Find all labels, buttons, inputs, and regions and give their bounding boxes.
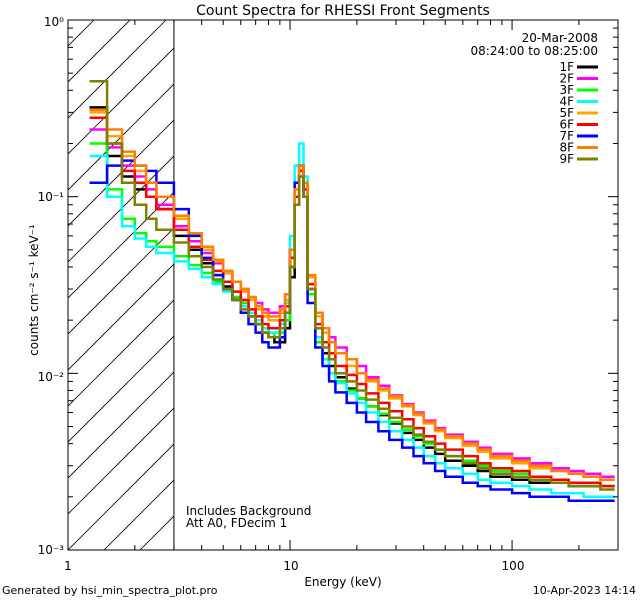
hatch-line: [68, 20, 95, 47]
legend-label-8F: 8F: [559, 141, 574, 155]
y-tick-label-1e-2: 10⁻²: [38, 370, 65, 384]
y-axis-label: counts cm⁻² s⁻¹ keV⁻¹: [27, 224, 41, 356]
hatch-lines: [0, 20, 640, 550]
series-group: [89, 80, 615, 503]
hatch-line: [0, 20, 22, 550]
hatch-line: [68, 83, 174, 191]
hatch-line: [68, 263, 174, 371]
hatch-line: [68, 20, 167, 119]
legend-label-5F: 5F: [559, 106, 574, 120]
hatch-line: [68, 335, 174, 443]
x-tick-label-1: 1: [64, 559, 72, 573]
x-tick-label-100: 100: [502, 559, 525, 573]
series-line-3F: [89, 142, 615, 488]
x-tick-label-10: 10: [283, 559, 298, 573]
axes: [67, 19, 619, 551]
hatch-line: [68, 443, 174, 550]
legend-label-4F: 4F: [559, 95, 574, 109]
timestamp-label: 10-Apr-2023 14:14: [532, 584, 636, 597]
hatch-line: [68, 371, 174, 479]
hatch-line: [68, 47, 174, 155]
legend-label-2F: 2F: [559, 72, 574, 86]
series-line-9F: [89, 80, 615, 491]
x-axis-label: Energy (keV): [304, 575, 381, 589]
hatch-line: [68, 191, 174, 299]
generated-by-label: Generated by hsi_min_spectra_plot.pro: [2, 584, 218, 597]
y-tick-label-1e0: 10⁰: [44, 15, 64, 29]
series-line-1F: [89, 106, 615, 488]
legend-label-3F: 3F: [559, 83, 574, 97]
series-line-4F: [89, 142, 615, 499]
hatch-line: [68, 407, 174, 515]
x-tick-labels: 1 10 100: [64, 559, 524, 573]
y-tick-labels: 10⁻³ 10⁻² 10⁻¹ 10⁰: [38, 15, 65, 557]
date-label: 20-Mar-2008: [522, 31, 598, 45]
plot-frame: [67, 19, 619, 551]
legend-label-1F: 1F: [559, 60, 574, 74]
hatch-line: [428, 20, 640, 550]
legend-label-7F: 7F: [559, 129, 574, 143]
legend-label-9F: 9F: [559, 152, 574, 166]
hatch-line: [68, 20, 131, 83]
y-tick-label-1e-3: 10⁻³: [38, 543, 65, 557]
hatch-line: [608, 20, 640, 550]
y-tick-label-1e-1: 10⁻¹: [38, 190, 65, 204]
hatch-line: [68, 227, 174, 335]
time-range-label: 08:24:00 to 08:25:00: [471, 44, 598, 58]
hatched-region: [0, 20, 640, 550]
hatch-line: [68, 155, 174, 263]
legend-label-6F: 6F: [559, 118, 574, 132]
series-line-5F: [89, 111, 615, 481]
series-line-6F: [89, 116, 615, 488]
annotation-attenuator: Att A0, FDecim 1: [186, 516, 287, 530]
annotation-background: Includes Background: [186, 504, 311, 518]
chart-title: Count Spectra for RHESSI Front Segments: [196, 3, 490, 19]
series-line-8F: [89, 108, 615, 481]
